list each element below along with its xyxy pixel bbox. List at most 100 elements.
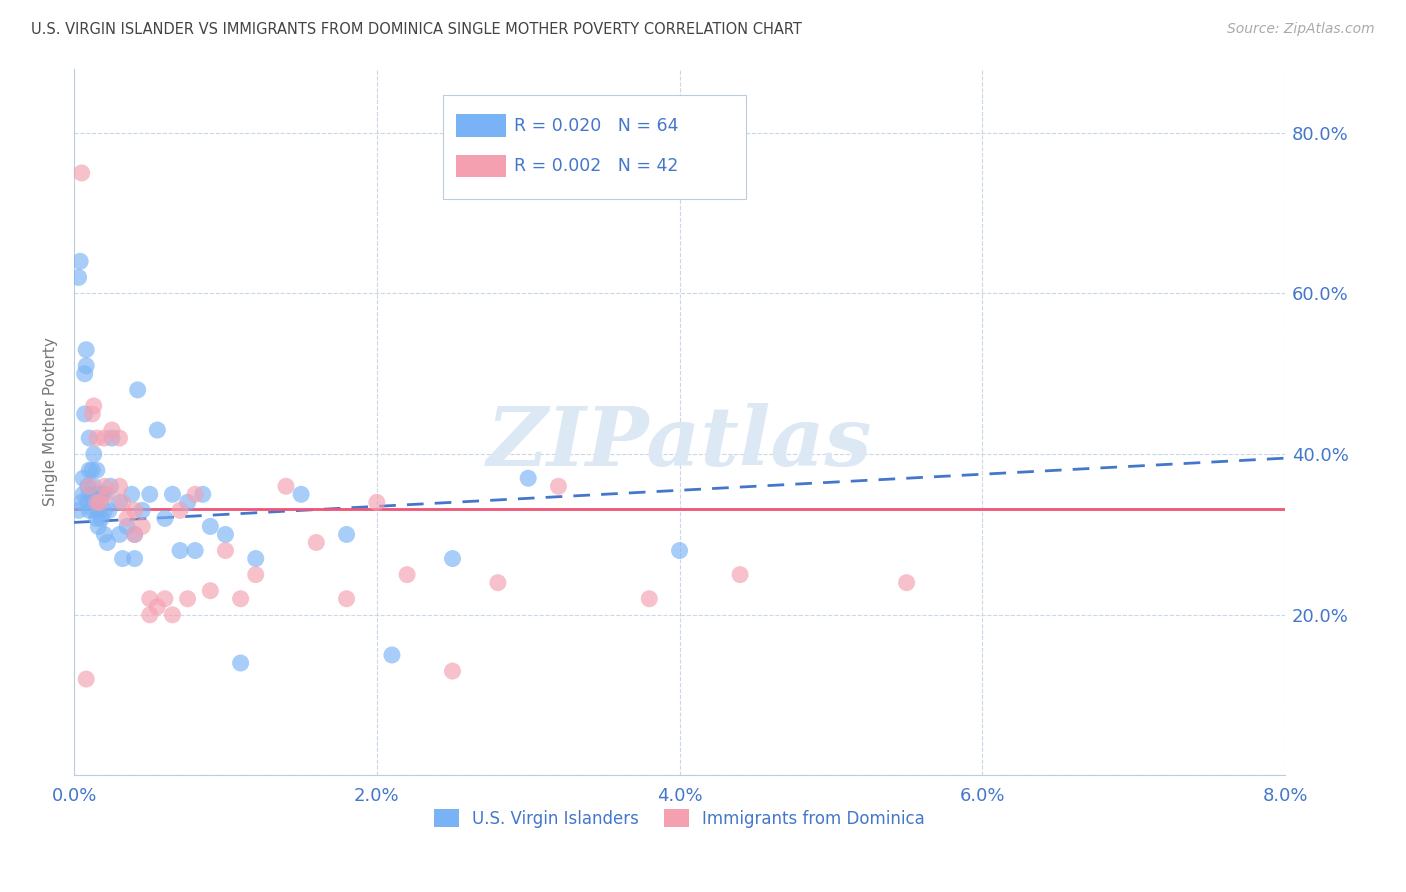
Point [139, 487, 162, 501]
Point [184, 487, 207, 501]
Point [72, 471, 94, 485]
Point [381, 648, 404, 662]
Text: Source: ZipAtlas.com: Source: ZipAtlas.com [1227, 22, 1375, 37]
Point [86, 511, 108, 525]
Point [73, 407, 96, 421]
Point [486, 575, 509, 590]
Point [668, 543, 690, 558]
Point [93, 487, 115, 501]
Text: R = 0.020   N = 64: R = 0.020 N = 64 [513, 117, 678, 135]
Point [82, 487, 104, 501]
Text: R = 0.002   N = 42: R = 0.002 N = 42 [513, 157, 678, 175]
Point [153, 511, 176, 525]
Point [82, 463, 104, 477]
Point [115, 519, 138, 533]
Point [108, 527, 131, 541]
Point [93, 431, 115, 445]
Point [77, 431, 100, 445]
Point [200, 519, 222, 533]
Point [108, 431, 131, 445]
Point [67, 503, 90, 517]
Point [153, 591, 176, 606]
Point [139, 607, 162, 622]
Point [146, 599, 169, 614]
Point [441, 664, 464, 678]
Point [77, 479, 100, 493]
Point [83, 399, 105, 413]
Point [127, 383, 149, 397]
Point [176, 591, 198, 606]
FancyBboxPatch shape [456, 114, 506, 137]
Point [108, 479, 131, 493]
Point [77, 503, 100, 517]
Point [75, 672, 97, 686]
Point [184, 543, 207, 558]
Point [89, 487, 111, 501]
Point [214, 543, 236, 558]
Point [131, 503, 153, 517]
Point [72, 487, 94, 501]
Point [86, 495, 108, 509]
Point [101, 423, 124, 437]
Point [335, 591, 357, 606]
Point [169, 543, 191, 558]
Point [86, 463, 108, 477]
Point [86, 487, 108, 501]
Point [396, 567, 419, 582]
FancyBboxPatch shape [443, 95, 747, 199]
Point [245, 567, 267, 582]
Point [335, 527, 357, 541]
Point [86, 431, 108, 445]
Point [162, 607, 184, 622]
Point [290, 487, 312, 501]
Point [83, 479, 105, 493]
Point [214, 527, 236, 541]
Point [124, 503, 146, 517]
Point [111, 495, 134, 509]
Point [87, 503, 110, 517]
Point [274, 479, 297, 493]
Point [111, 551, 134, 566]
Point [517, 471, 540, 485]
Point [305, 535, 328, 549]
Point [70, 166, 93, 180]
Point [70, 495, 93, 509]
Point [146, 423, 169, 437]
Point [191, 487, 214, 501]
Point [131, 519, 153, 533]
Point [93, 503, 115, 517]
Point [75, 343, 97, 357]
Point [229, 591, 252, 606]
Point [97, 503, 120, 517]
Point [93, 479, 115, 493]
Point [69, 254, 91, 268]
Point [200, 583, 222, 598]
Point [124, 527, 146, 541]
Point [90, 511, 112, 525]
Point [139, 591, 162, 606]
Point [366, 495, 388, 509]
Point [77, 487, 100, 501]
Point [76, 479, 98, 493]
Point [87, 519, 110, 533]
Point [83, 447, 105, 461]
Point [115, 511, 138, 525]
Legend: U.S. Virgin Islanders, Immigrants from Dominica: U.S. Virgin Islanders, Immigrants from D… [427, 803, 932, 834]
Point [124, 551, 146, 566]
Point [96, 535, 118, 549]
Point [96, 487, 118, 501]
Point [83, 503, 105, 517]
Point [93, 527, 115, 541]
Point [108, 495, 131, 509]
Point [89, 495, 111, 509]
Point [176, 495, 198, 509]
Text: U.S. VIRGIN ISLANDER VS IMMIGRANTS FROM DOMINICA SINGLE MOTHER POVERTY CORRELATI: U.S. VIRGIN ISLANDER VS IMMIGRANTS FROM … [31, 22, 801, 37]
Point [77, 463, 100, 477]
Point [121, 487, 143, 501]
Point [162, 487, 184, 501]
Point [547, 479, 569, 493]
Point [82, 407, 104, 421]
Point [441, 551, 464, 566]
Point [728, 567, 751, 582]
Point [638, 591, 661, 606]
